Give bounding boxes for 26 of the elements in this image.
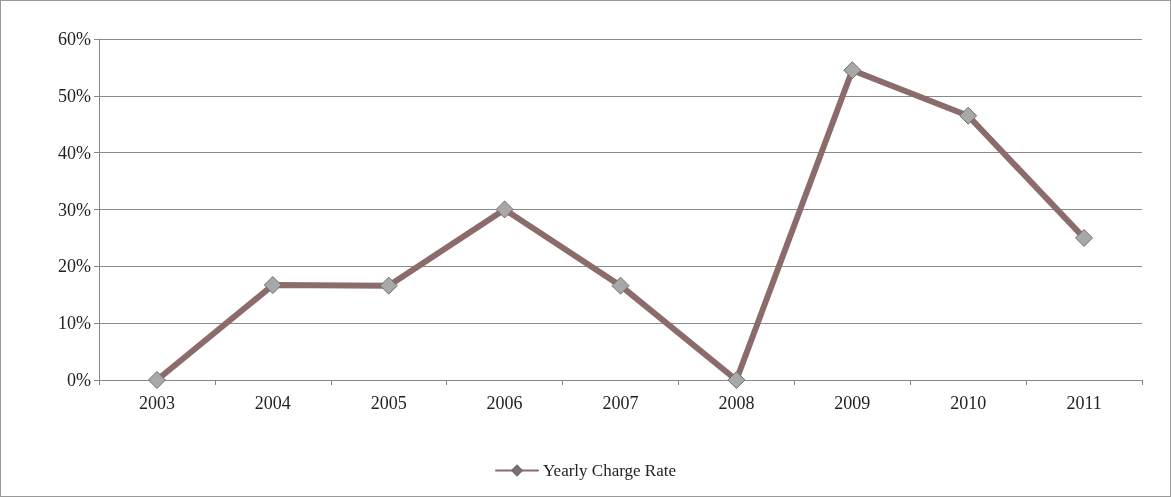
point [495, 200, 514, 219]
point [379, 276, 398, 295]
y-tick-label: 20% [58, 256, 91, 277]
point [1075, 228, 1094, 247]
y-tick-label: 40% [58, 142, 91, 163]
x-tick-label: 2003 [138, 393, 175, 413]
y-tick-label: 60% [58, 29, 91, 49]
point [959, 106, 978, 125]
point [147, 371, 166, 389]
x-tick-label: 2010 [950, 393, 987, 413]
x-tick-label: 2007 [602, 393, 639, 413]
x-tick-label: 2005 [370, 393, 407, 413]
x-tick-label: 2009 [834, 393, 871, 413]
y-tick-label: 50% [58, 85, 91, 106]
x-tick-label: 2008 [718, 393, 755, 413]
point [611, 276, 630, 295]
x-tick-label: 2011 [1066, 393, 1102, 413]
legend-label: Yearly Charge Rate [543, 461, 677, 480]
x-tick-label: 2006 [486, 393, 523, 413]
point [263, 276, 282, 295]
y-tick-label: 10% [58, 313, 91, 334]
x-tick-label: 2004 [254, 393, 291, 413]
y-tick-label: 0% [67, 370, 91, 390]
point [727, 371, 746, 389]
y-tick-label: 30% [58, 199, 91, 220]
point [843, 61, 862, 80]
